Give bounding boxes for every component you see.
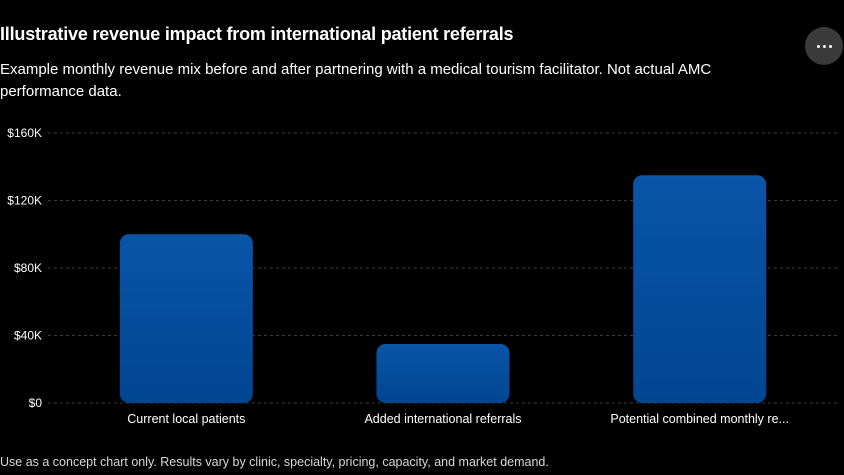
y-tick-label: $0 [29,396,43,410]
bar[interactable] [376,343,510,403]
y-tick-label: $120K [7,194,42,208]
y-tick-label: $40K [14,329,42,343]
x-axis: Current local patients Added internationa… [127,412,789,426]
y-tick-label: $160K [7,126,42,140]
y-axis: $0 $40K $80K $120K $160K [7,126,42,410]
footnote: Use as a concept chart only. Results var… [0,455,549,469]
x-tick-label: Added international referrals [364,412,521,426]
x-tick-label: Current local patients [127,412,245,426]
bar-chart: $0 $40K $80K $120K $160K Current local patie… [7,126,838,426]
bars [119,175,767,403]
x-tick-label: Potential combined monthly re... [610,412,789,426]
more-options-button[interactable] [805,27,843,65]
bar[interactable] [633,175,767,403]
chart-title: Illustrative revenue impact from interna… [0,24,514,44]
bar[interactable] [119,234,253,403]
chart-subtitle: Example monthly revenue mix before and a… [0,61,712,100]
more-horizontal-icon [816,44,832,48]
y-tick-label: $80K [14,261,42,275]
